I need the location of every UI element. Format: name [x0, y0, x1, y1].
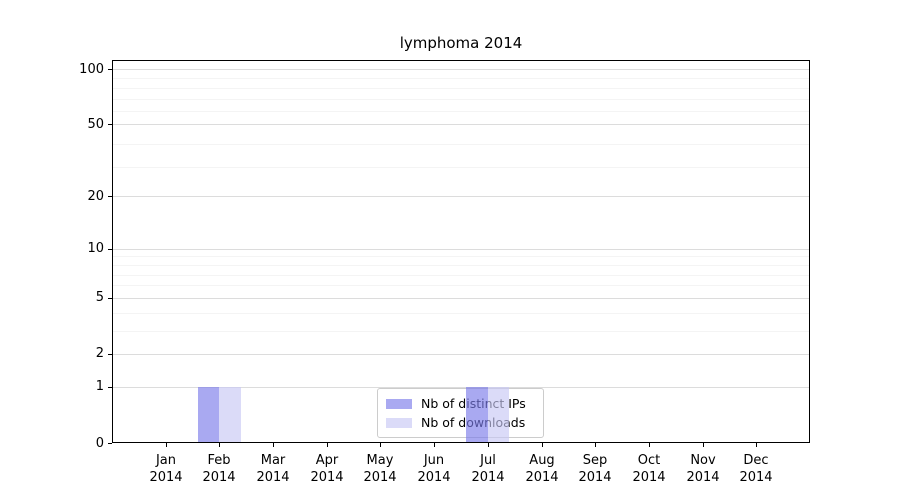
y-tick-mark: [108, 124, 112, 125]
minor-gridline: [113, 275, 809, 276]
x-tick-month: Jan: [155, 453, 177, 468]
minor-gridline: [113, 265, 809, 266]
bar: [219, 386, 241, 442]
y-tick-mark: [108, 443, 112, 444]
y-tick-label: 1: [95, 379, 104, 394]
x-tick-month: Feb: [207, 453, 231, 468]
chart-title: lymphoma 2014: [399, 34, 523, 52]
x-tick-label: Sep 2014: [565, 452, 625, 486]
x-tick-mark: [434, 443, 435, 447]
x-tick-mark: [756, 443, 757, 447]
y-tick-mark: [108, 354, 112, 355]
x-tick-month: Oct: [637, 453, 661, 468]
x-tick-month: Mar: [260, 453, 286, 468]
major-gridline: [113, 354, 809, 355]
major-gridline: [113, 298, 809, 299]
major-gridline: [113, 387, 809, 388]
x-tick-label: Jul 2014: [458, 452, 518, 486]
y-tick-mark: [108, 69, 112, 70]
x-tick-label: Apr 2014: [297, 452, 357, 486]
x-tick-year: 2014: [686, 470, 720, 485]
minor-gridline: [113, 256, 809, 257]
x-tick-month: Jun: [423, 453, 445, 468]
x-tick-year: 2014: [149, 470, 183, 485]
x-tick-mark: [649, 443, 650, 447]
y-tick-label: 10: [87, 241, 104, 256]
minor-gridline: [113, 99, 809, 100]
x-tick-year: 2014: [739, 470, 773, 485]
minor-gridline: [113, 167, 809, 168]
x-tick-year: 2014: [525, 470, 559, 485]
y-tick-mark: [108, 196, 112, 197]
bar: [466, 386, 488, 442]
x-tick-month: Sep: [582, 453, 608, 468]
legend-swatch: [386, 417, 412, 428]
y-tick-label: 0: [95, 436, 104, 451]
x-tick-mark: [542, 443, 543, 447]
x-tick-month: Aug: [529, 453, 555, 468]
x-tick-label: Oct 2014: [619, 452, 679, 486]
bar: [197, 386, 220, 442]
x-tick-label: Aug 2014: [512, 452, 572, 486]
x-tick-mark: [380, 443, 381, 447]
x-tick-label: Jan 2014: [136, 452, 196, 486]
minor-gridline: [113, 88, 809, 89]
minor-gridline: [113, 78, 809, 79]
x-tick-year: 2014: [256, 470, 290, 485]
major-gridline: [113, 124, 809, 125]
x-tick-label: Dec 2014: [726, 452, 786, 486]
legend-entry: Nb of downloads: [386, 413, 535, 432]
x-tick-year: 2014: [417, 470, 451, 485]
major-gridline: [113, 69, 809, 70]
y-tick-label: 5: [95, 290, 104, 305]
minor-gridline: [113, 111, 809, 112]
minor-gridline: [113, 144, 809, 145]
x-tick-label: Feb 2014: [189, 452, 249, 486]
x-tick-label: Nov 2014: [673, 452, 733, 486]
minor-gridline: [113, 331, 809, 332]
x-tick-month: Nov: [690, 453, 716, 468]
x-tick-month: Apr: [315, 453, 339, 468]
x-tick-year: 2014: [310, 470, 344, 485]
x-tick-mark: [273, 443, 274, 447]
x-tick-mark: [327, 443, 328, 447]
x-tick-mark: [166, 443, 167, 447]
x-tick-month: May: [366, 453, 394, 468]
minor-gridline: [113, 313, 809, 314]
major-gridline: [113, 196, 809, 197]
x-tick-label: Mar 2014: [243, 452, 303, 486]
y-tick-mark: [108, 249, 112, 250]
y-tick-label: 50: [87, 117, 104, 132]
x-tick-mark: [488, 443, 489, 447]
legend-swatch: [386, 398, 412, 409]
x-tick-mark: [703, 443, 704, 447]
x-tick-year: 2014: [202, 470, 236, 485]
major-gridline: [113, 249, 809, 250]
x-tick-mark: [595, 443, 596, 447]
x-tick-year: 2014: [632, 470, 666, 485]
legend-entry: Nb of distinct IPs: [386, 394, 535, 413]
x-tick-month: Dec: [743, 453, 769, 468]
x-tick-label: Jun 2014: [404, 452, 464, 486]
x-tick-year: 2014: [578, 470, 612, 485]
y-tick-label: 100: [79, 62, 104, 77]
y-tick-mark: [108, 387, 112, 388]
y-tick-label: 20: [87, 189, 104, 204]
x-tick-year: 2014: [363, 470, 397, 485]
y-tick-mark: [108, 298, 112, 299]
x-tick-month: Jul: [480, 453, 496, 468]
x-tick-label: May 2014: [350, 452, 410, 486]
plot-border: [112, 60, 810, 443]
minor-gridline: [113, 285, 809, 286]
bar: [487, 386, 510, 442]
x-tick-year: 2014: [471, 470, 505, 485]
y-tick-label: 2: [95, 346, 104, 361]
x-tick-mark: [219, 443, 220, 447]
